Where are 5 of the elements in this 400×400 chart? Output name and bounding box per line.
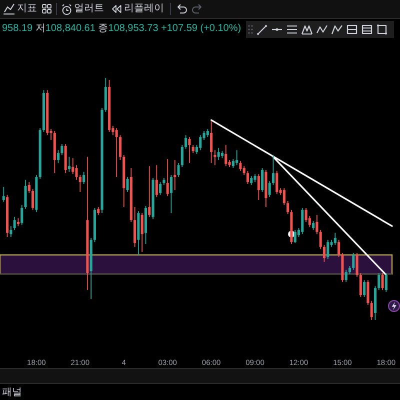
text: 리플레이 bbox=[124, 3, 164, 15]
chart-subtitle: 958.19 저108,840.61 종108,953.73 +107.59 (+0.10%) bbox=[2, 23, 242, 34]
text: 지표 bbox=[17, 3, 37, 15]
text: 얼러트 bbox=[74, 3, 104, 15]
text: 패널 bbox=[2, 387, 22, 399]
